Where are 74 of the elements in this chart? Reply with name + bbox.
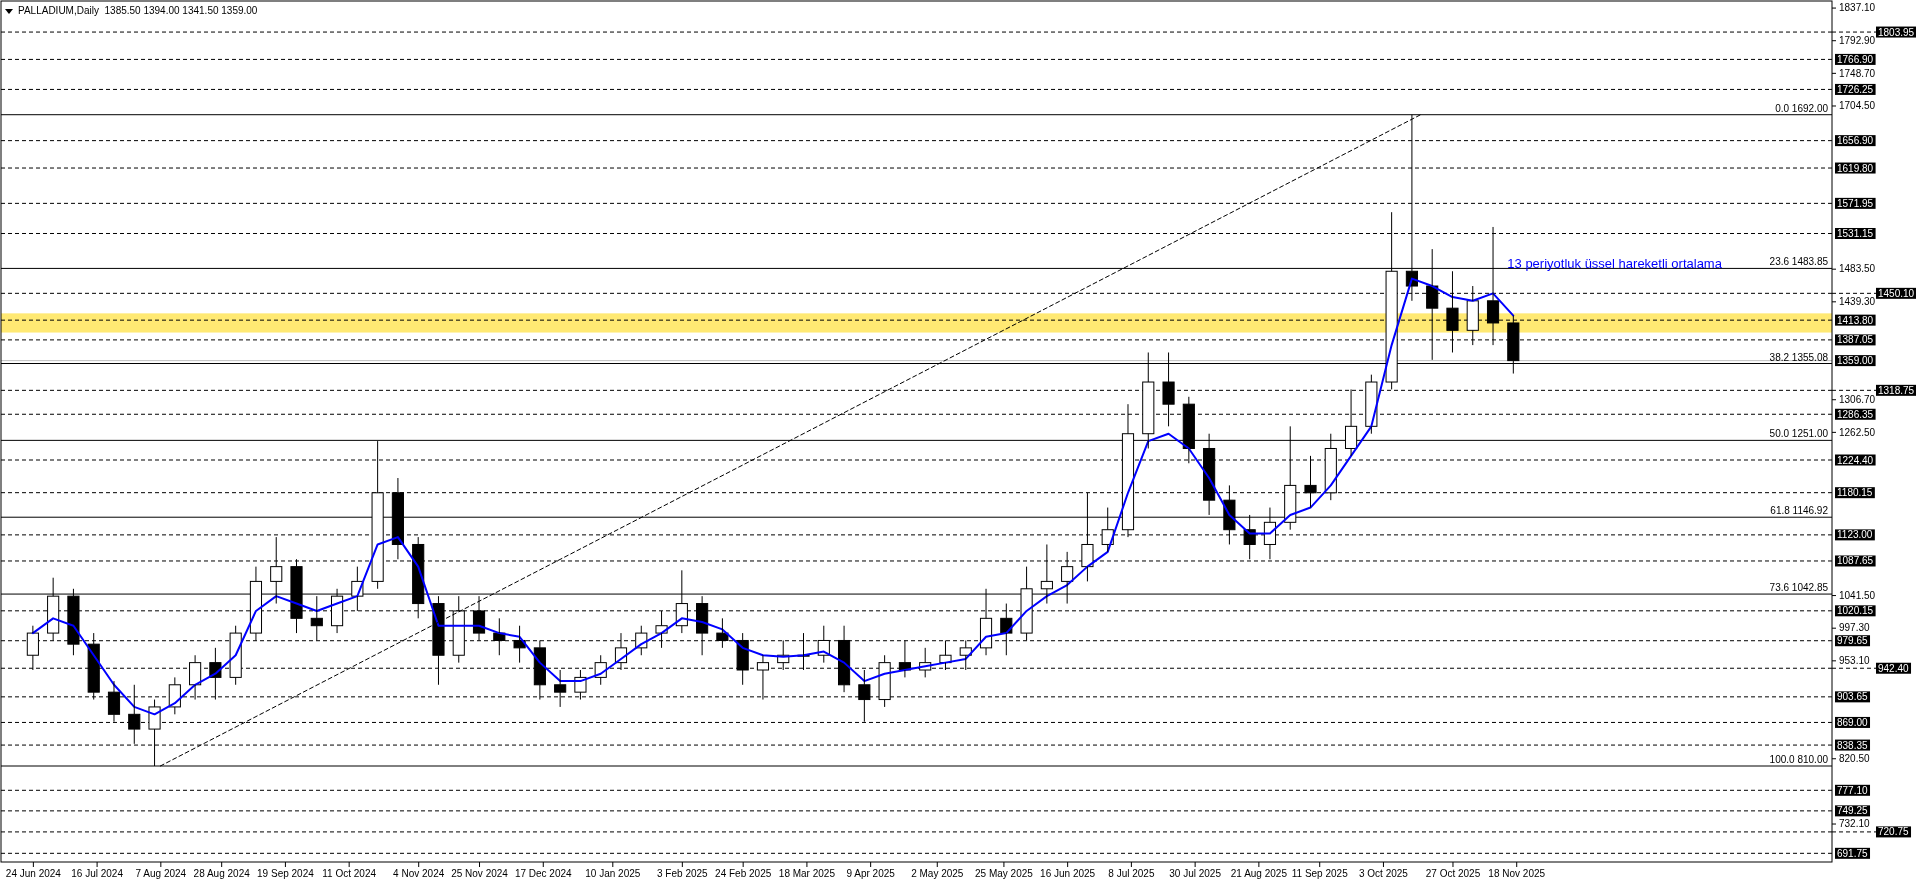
ref-line-label: 73.6 1042.85 [1769,582,1829,594]
x-tick-label: 2 May 2025 [911,868,964,880]
x-tick-label: 3 Oct 2025 [1358,868,1409,880]
x-tick-label: 7 Aug 2024 [135,868,187,880]
x-tick-label: 27 Oct 2025 [1425,868,1481,880]
ref-line-label: 1387.05 [1837,334,1874,346]
ref-line-label: 38.2 1355.08 [1769,351,1829,363]
ref-line-label: 1359.00 [1837,355,1874,367]
y-tick-label: 1837.10 [1839,2,1876,14]
ref-line-label: 1286.35 [1837,408,1874,420]
y-tick-label: 953.10 [1839,655,1871,667]
text: 13 periyotluk üssel hareketli ortalama [1507,255,1723,271]
x-tick-label: 16 Jun 2025 [1040,868,1096,880]
ref-line-label: 1619.80 [1837,162,1874,174]
ref-line-label: 61.8 1146.92 [1770,505,1829,517]
x-tick-label: 25 Nov 2024 [451,868,509,880]
ref-line-label: 50.0 1251.00 [1769,428,1829,440]
ref-line-label: 720.75 [1878,826,1910,838]
ref-line-label: 1766.90 [1837,53,1874,65]
x-tick-label: 11 Sep 2025 [1291,868,1349,880]
x-tick-label: 4 Nov 2024 [393,868,445,880]
x-tick-label: 19 Sep 2024 [257,868,315,880]
y-tick-label: 1041.50 [1839,589,1876,601]
y-tick-label: 1748.70 [1839,67,1876,79]
ref-line-label: 979.65 [1837,635,1869,647]
ref-line-label: 1224.40 [1837,454,1874,466]
x-tick-label: 24 Feb 2025 [715,868,772,880]
x-tick-label: 3 Feb 2025 [657,868,709,880]
ref-line-label: 1123.00 [1837,529,1873,541]
ref-line-label: 1803.95 [1878,26,1915,38]
candlestick [1365,374,1378,435]
y-tick-label: 732.10 [1839,818,1871,830]
y-tick-label: 1262.50 [1839,426,1876,438]
x-tick-label: 18 Mar 2025 [778,868,836,880]
y-tick-label: 1439.30 [1839,296,1876,308]
y-tick-label: 997.30 [1839,622,1871,634]
y-tick-label: 1483.50 [1839,263,1876,275]
ref-line-label: 691.75 [1837,847,1869,859]
ref-line-label: 23.6 1483.85 [1769,256,1829,268]
ref-line-label: 942.40 [1878,662,1910,674]
ref-line-label: 903.65 [1837,691,1869,703]
ref-line-label: 1656.90 [1837,135,1874,147]
ref-line-label: 1180.15 [1837,487,1873,499]
x-tick-label: 28 Aug 2024 [193,868,251,880]
x-tick-label: 24 Jun 2024 [5,868,62,880]
x-tick-label: 9 Apr 2025 [846,868,896,880]
ref-line-label: 1726.25 [1837,83,1874,95]
x-tick-label: 10 Jan 2025 [585,868,641,880]
ref-line-label: 1318.75 [1878,384,1915,396]
ref-line-label: 749.25 [1837,805,1869,817]
chart-title: PALLADIUM,Daily 1385.50 1394.00 1341.50 1359.00 [18,5,258,16]
x-tick-label: 17 Dec 2024 [514,868,573,880]
x-tick-label: 18 Nov 2025 [1488,868,1546,880]
y-tick-label: 820.50 [1839,752,1871,764]
ref-line-label: 869.00 [1837,716,1869,728]
x-tick-label: 30 Jul 2025 [1169,868,1222,880]
x-tick-label: 11 Oct 2024 [322,868,377,880]
x-tick-label: 8 Jul 2025 [1108,868,1155,880]
y-tick-label: 1306.70 [1839,393,1876,405]
ref-line-label: 1087.65 [1837,555,1874,567]
ref-line-label: 100.0 810.00 [1769,754,1829,766]
x-tick-label: 25 May 2025 [975,868,1034,880]
y-tick-label: 1792.90 [1839,34,1876,46]
ref-line-label: 1571.95 [1837,197,1874,209]
y-tick-label: 1704.50 [1839,100,1876,112]
ref-line-label: 1020.15 [1837,605,1874,617]
ref-line-label: 1450.10 [1878,287,1915,299]
x-tick-label: 16 Jul 2024 [71,868,124,880]
ref-line-label: 838.35 [1837,739,1869,751]
ref-line-label: 1531.15 [1837,227,1874,239]
ref-line-label: 777.10 [1837,784,1869,796]
ref-line-label: 0.0 1692.00 [1775,102,1829,114]
x-tick-label: 21 Aug 2025 [1230,868,1288,880]
ref-line-label: 1413.80 [1837,314,1874,326]
